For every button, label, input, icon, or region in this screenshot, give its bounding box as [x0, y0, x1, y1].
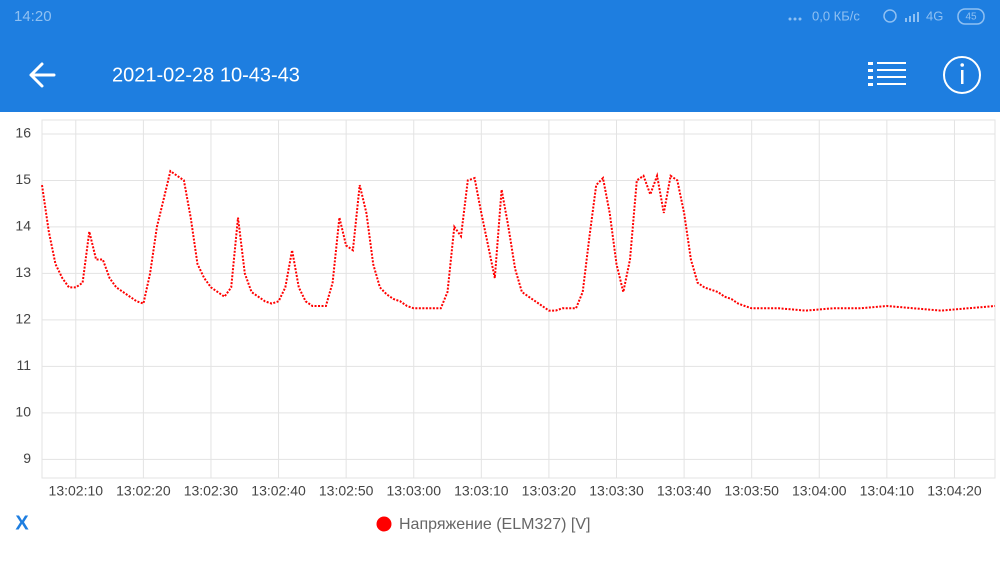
x-tick-label: 13:04:20: [927, 483, 982, 499]
info-button[interactable]: [943, 56, 981, 94]
y-tick-label: 12: [15, 311, 31, 327]
chart: 9 10 11 12 13 14 15 16 13:02:10 13:02:20 13:02:30 1…: [15, 119, 996, 499]
x-tick-label: 13:03:40: [657, 483, 712, 499]
data-line: [41, 169, 996, 312]
status-network: 4G: [926, 8, 943, 23]
app-bar-bg: [0, 0, 1000, 112]
status-icons: [788, 8, 985, 25]
x-tick-label: 13:04:10: [860, 483, 915, 499]
back-button[interactable]: [29, 62, 56, 88]
plot-area: [41, 119, 996, 479]
status-battery: 45: [965, 12, 977, 23]
status-time: 14:20: [14, 8, 52, 25]
y-tick-label: 11: [16, 357, 31, 373]
y-tick-label: 13: [15, 264, 31, 280]
y-tick-label: 14: [15, 218, 31, 234]
x-tick-label: 13:02:20: [116, 483, 171, 499]
y-tick-label: 15: [15, 171, 31, 187]
x-tick-label: 13:03:10: [454, 483, 509, 499]
legend-marker: [376, 516, 392, 532]
list-button[interactable]: [868, 62, 906, 86]
x-tick-label: 13:04:00: [792, 483, 847, 499]
x-tick-label: 13:03:20: [522, 483, 577, 499]
y-tick-label: 9: [23, 450, 31, 466]
x-tick-label: 13:03:00: [386, 483, 441, 499]
x-tick-label: 13:02:40: [251, 483, 306, 499]
y-tick-label: 10: [15, 404, 31, 420]
x-tick-label: 13:03:50: [724, 483, 779, 499]
x-tick-label: 13:02:30: [184, 483, 239, 499]
y-tick-label: 16: [15, 125, 31, 141]
x-button[interactable]: X: [15, 512, 29, 534]
x-tick-label: 13:02:50: [319, 483, 374, 499]
status-speed: 0,0 КБ/с: [812, 8, 860, 23]
legend-label: Напряжение (ELM327) [V]: [399, 516, 590, 533]
x-tick-label: 13:02:10: [49, 483, 104, 499]
app-title: 2021-02-28 10-43-43: [112, 64, 300, 86]
x-tick-label: 13:03:30: [589, 483, 644, 499]
